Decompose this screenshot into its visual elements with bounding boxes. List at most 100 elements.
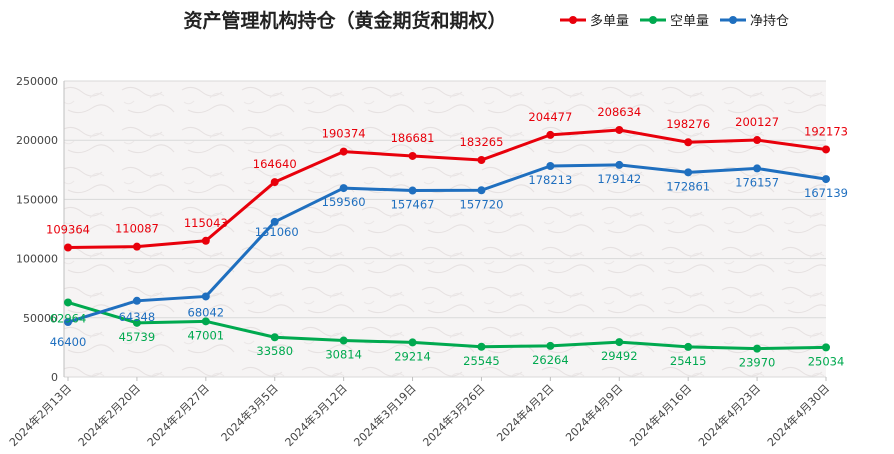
y-tick-label: 100000 (16, 253, 58, 266)
data-label: 23970 (739, 356, 776, 370)
x-tick-label: 2024年4月9日 (562, 381, 625, 444)
data-point (822, 145, 830, 154)
legend: 多单量 空单量 净持仓 (560, 13, 789, 29)
series-line-1 (67, 301, 827, 351)
data-label: 25545 (463, 354, 500, 368)
y-axis: 0 50000 100000 150000 200000 250000 (16, 75, 65, 384)
data-label: 68042 (188, 305, 225, 319)
data-point (408, 338, 417, 347)
data-label: 200127 (735, 115, 779, 129)
data-label: 25415 (670, 354, 707, 368)
data-point (753, 164, 762, 173)
legend-item-1: 空单量 (640, 14, 709, 29)
chart-title: 资产管理机构持仓（黄金期货和期权） (183, 9, 506, 32)
x-tick-label: 2024年2月27日 (144, 381, 212, 449)
data-label: 131060 (255, 225, 299, 239)
data-point (753, 136, 762, 145)
legend-item-0: 多单量 (560, 13, 629, 29)
x-tick-label: 2024年4月16日 (626, 381, 694, 449)
data-label: 164640 (253, 157, 297, 171)
gridlines (64, 80, 826, 378)
y-tick-label: 0 (51, 371, 58, 384)
series-layer (64, 125, 830, 353)
data-point (546, 130, 555, 139)
x-axis: 2024年2月13日 2024年2月20日 2024年2月27日 2024年3月5日 2… (6, 377, 832, 449)
data-label: 47001 (188, 328, 225, 342)
data-label: 192173 (804, 124, 848, 138)
data-label: 115043 (184, 216, 228, 230)
data-label: 172861 (666, 179, 710, 193)
data-point (477, 156, 486, 165)
data-point (822, 343, 830, 352)
data-label: 30814 (325, 348, 362, 362)
data-point (477, 186, 486, 195)
data-point (201, 317, 210, 326)
y-tick-label: 200000 (16, 134, 58, 147)
data-point (684, 138, 693, 147)
data-point (270, 333, 279, 342)
plot-area (64, 81, 826, 377)
data-label: 159560 (322, 195, 366, 209)
legend-item-2: 净持仓 (720, 14, 789, 29)
data-label: 179142 (597, 172, 641, 186)
series-line-0 (67, 128, 827, 250)
data-point (64, 298, 72, 307)
data-label: 204477 (528, 110, 572, 124)
legend-marker (729, 16, 737, 24)
data-point (132, 296, 141, 305)
data-point (270, 178, 279, 187)
data-label: 46400 (50, 335, 87, 349)
x-tick-label: 2024年2月20日 (75, 381, 143, 449)
data-label: 183265 (460, 135, 504, 149)
data-label: 64348 (119, 310, 156, 324)
legend-marker (569, 16, 577, 24)
x-tick-label: 2024年4月23日 (695, 381, 763, 449)
data-point (408, 186, 417, 195)
data-point (546, 341, 555, 350)
legend-label: 多单量 (590, 13, 629, 29)
data-point (201, 292, 210, 301)
data-label: 157720 (460, 197, 504, 211)
data-label: 157467 (391, 198, 435, 212)
x-tick-label: 2024年3月12日 (282, 381, 350, 449)
data-label: 26264 (532, 353, 569, 367)
data-label: 29492 (601, 349, 638, 363)
data-point (477, 342, 486, 351)
data-point (753, 344, 762, 353)
x-tick-label: 2024年3月5日 (218, 381, 281, 444)
data-label: 167139 (804, 186, 848, 200)
x-tick-label: 2024年4月2日 (494, 381, 557, 444)
data-label: 190374 (322, 127, 366, 141)
data-label: 25034 (808, 354, 845, 368)
legend-marker (649, 16, 657, 24)
data-label: 62964 (50, 311, 87, 325)
data-point (339, 147, 348, 156)
data-point (822, 175, 830, 184)
data-point (201, 236, 210, 245)
y-tick-label: 250000 (16, 75, 58, 88)
data-point (64, 318, 72, 327)
data-point (615, 160, 624, 169)
x-tick-label: 2024年3月19日 (351, 381, 419, 449)
data-label: 33580 (256, 344, 293, 358)
data-label: 178213 (528, 173, 572, 187)
x-tick-label: 2024年3月26日 (420, 381, 488, 449)
data-label: 29214 (394, 349, 431, 363)
data-point (132, 242, 141, 251)
legend-label: 空单量 (670, 14, 709, 29)
data-point (684, 342, 693, 351)
data-labels-layer: 109364 110087 115043 164640 190374 186681 1832… (46, 105, 848, 370)
data-point (64, 243, 72, 252)
data-point (339, 336, 348, 345)
data-label: 198276 (666, 117, 710, 131)
data-label: 45739 (119, 330, 156, 344)
data-label: 176157 (735, 175, 779, 189)
data-label: 109364 (46, 223, 90, 237)
data-point (339, 184, 348, 193)
data-point (615, 338, 624, 347)
series-line-2 (67, 163, 827, 324)
data-label: 186681 (391, 131, 435, 145)
data-label: 208634 (597, 105, 641, 119)
data-label: 110087 (115, 222, 159, 236)
